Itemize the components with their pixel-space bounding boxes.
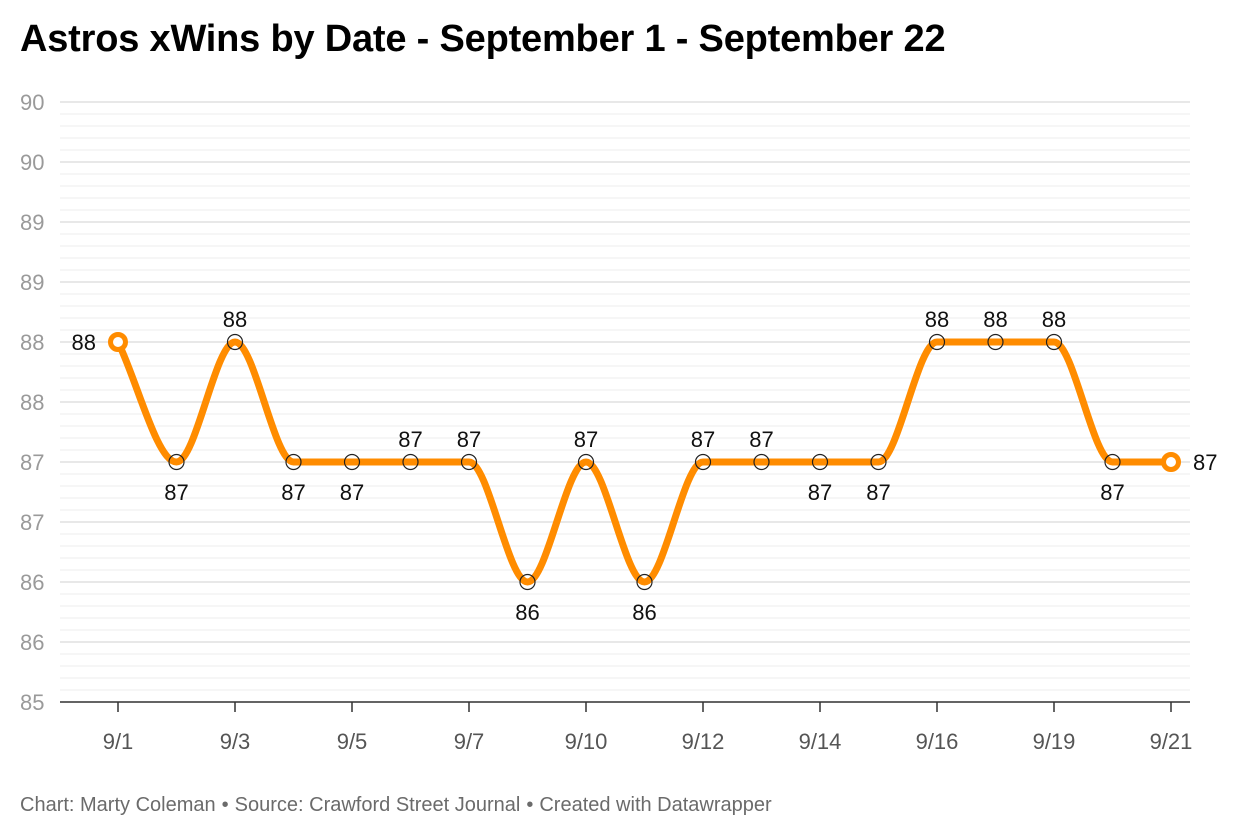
- data-label: 87: [164, 480, 188, 505]
- data-label: 86: [632, 600, 656, 625]
- data-label: 87: [340, 480, 364, 505]
- x-tick-label: 9/14: [799, 729, 842, 754]
- data-point: [870, 453, 887, 471]
- x-tick-label: 9/19: [1033, 729, 1076, 754]
- data-label: 86: [515, 600, 539, 625]
- data-point: [285, 453, 302, 471]
- data-point: [1104, 453, 1121, 471]
- data-point: [226, 333, 244, 351]
- y-tick-label: 90: [20, 150, 44, 175]
- data-label: 87: [1193, 450, 1217, 475]
- data-label: 88: [223, 307, 247, 332]
- y-tick-label: 88: [20, 390, 44, 415]
- data-label: 87: [457, 427, 481, 452]
- data-point: [343, 453, 361, 471]
- x-tick-label: 9/7: [454, 729, 485, 754]
- data-label: 88: [983, 307, 1007, 332]
- data-label: 87: [749, 427, 773, 452]
- data-point: [519, 573, 536, 591]
- data-point: [928, 333, 946, 351]
- created-with: Created with Datawrapper: [539, 794, 772, 816]
- data-point: [168, 453, 185, 471]
- data-label: 87: [1100, 480, 1124, 505]
- y-tick-label: 90: [20, 90, 44, 115]
- x-tick-label: 9/1: [103, 729, 134, 754]
- data-label: 87: [281, 480, 305, 505]
- data-point: [694, 453, 712, 471]
- data-label: 87: [574, 427, 598, 452]
- x-axis: 9/1 9/3 9/5 9/7 9/10 9/12 9/14 9/16 9/19 9/21: [60, 701, 1193, 754]
- y-tick-label: 86: [20, 570, 44, 595]
- data-point: [402, 453, 419, 471]
- data-point-endpoint: [108, 332, 128, 352]
- footer-separator: •: [221, 794, 229, 816]
- chart-title: Astros xWins by Date - September 1 - Sep…: [20, 18, 946, 60]
- x-tick-label: 9/21: [1150, 729, 1193, 754]
- x-tick-label: 9/5: [337, 729, 368, 754]
- data-label: 88: [1042, 307, 1066, 332]
- grid-lines: [60, 101, 1190, 703]
- data-point: [636, 573, 653, 591]
- footer-separator: •: [526, 794, 534, 816]
- series-line-xwins: [114, 338, 1175, 586]
- data-label: 88: [72, 330, 96, 355]
- chart-source: Source: Crawford Street Journal: [234, 794, 521, 816]
- chart-credit: Chart: Marty Coleman: [20, 794, 216, 816]
- data-point: [460, 453, 478, 471]
- data-point: [811, 453, 829, 471]
- data-label: 87: [808, 480, 832, 505]
- y-tick-label: 87: [20, 510, 44, 535]
- y-tick-label: 85: [20, 690, 44, 715]
- data-point: [753, 453, 770, 471]
- x-tick-label: 9/16: [916, 729, 959, 754]
- series-line-layer: [114, 338, 1175, 586]
- y-tick-label: 87: [20, 450, 44, 475]
- x-tick-label: 9/3: [220, 729, 251, 754]
- data-points: [108, 332, 1181, 591]
- data-label: 88: [925, 307, 949, 332]
- y-tick-label: 89: [20, 270, 44, 295]
- data-point: [577, 453, 595, 471]
- y-tick-label: 86: [20, 630, 44, 655]
- data-label: 87: [691, 427, 715, 452]
- x-tick-label: 9/12: [682, 729, 725, 754]
- data-point-endpoint: [1161, 452, 1181, 472]
- chart-footer: Chart: Marty Coleman • Source: Crawford St…: [20, 794, 772, 817]
- y-tick-label: 88: [20, 330, 44, 355]
- y-tick-label: 89: [20, 210, 44, 235]
- data-point: [987, 333, 1004, 351]
- y-axis: 85 86 86 87 87 88 88 89 89 90 90: [20, 90, 44, 715]
- data-label: 87: [398, 427, 422, 452]
- data-point: [1045, 333, 1063, 351]
- x-tick-label: 9/10: [565, 729, 608, 754]
- data-labels: 88 87 88 87 87 87 87 86 87 86 87 87 87 87 88 88 88 87 87: [72, 307, 1218, 625]
- data-label: 87: [866, 480, 890, 505]
